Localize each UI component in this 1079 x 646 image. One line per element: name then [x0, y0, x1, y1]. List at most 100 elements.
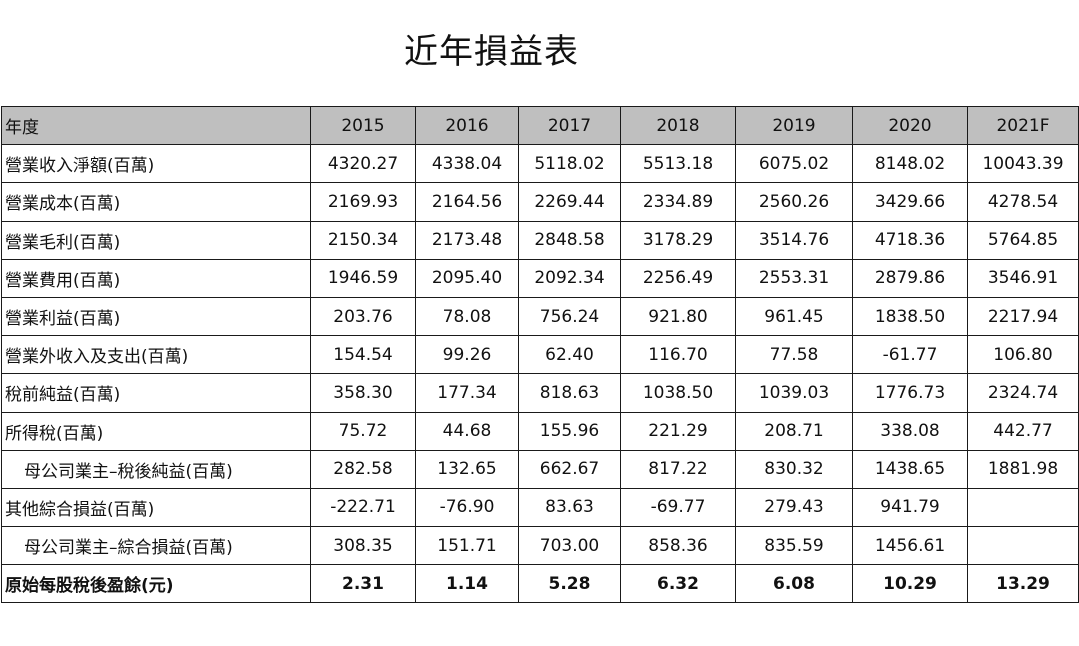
table-row: 其他綜合損益(百萬) -222.71 -76.90 83.63 -69.77 2… — [1, 487, 1079, 528]
table-cell: 817.22 — [620, 449, 736, 489]
table-cell: 1946.59 — [310, 258, 416, 298]
table-cell: 2092.34 — [518, 258, 621, 298]
table-cell: 4338.04 — [415, 144, 519, 184]
table-cell: 83.63 — [518, 487, 621, 528]
table-cell: 2169.93 — [310, 182, 416, 222]
table-row: 營業利益(百萬) 203.76 78.08 756.24 921.80 961.… — [1, 296, 1079, 337]
table-cell: 756.24 — [518, 296, 621, 337]
table-row: 母公司業主–稅後純益(百萬) 282.58 132.65 662.67 817.… — [1, 449, 1079, 489]
column-header-2015: 2015 — [310, 105, 416, 146]
table-cell: 8148.02 — [852, 144, 968, 184]
table-cell: 1881.98 — [967, 449, 1079, 489]
row-label: 營業成本(百萬) — [1, 182, 311, 222]
table-cell: 4320.27 — [310, 144, 416, 184]
table-cell: 6.32 — [620, 564, 736, 604]
table-cell: 99.26 — [415, 335, 519, 375]
table-cell: 1456.61 — [852, 526, 968, 566]
table-row: 營業收入淨額(百萬) 4320.27 4338.04 5118.02 5513.… — [1, 144, 1079, 184]
table-cell: 703.00 — [518, 526, 621, 566]
table-cell: 5764.85 — [967, 220, 1079, 260]
table-cell: 961.45 — [735, 296, 853, 337]
table-cell: -222.71 — [310, 487, 416, 528]
table-cell: 3514.76 — [735, 220, 853, 260]
column-header-2017: 2017 — [518, 105, 621, 146]
column-header-2018: 2018 — [620, 105, 736, 146]
row-label: 稅前純益(百萬) — [1, 373, 311, 413]
table-cell: 279.43 — [735, 487, 853, 528]
column-header-2020: 2020 — [852, 105, 968, 146]
table-cell: 75.72 — [310, 411, 416, 451]
table-cell: 3178.29 — [620, 220, 736, 260]
table-cell: 10043.39 — [967, 144, 1079, 184]
row-label: 其他綜合損益(百萬) — [1, 487, 311, 528]
table-cell — [967, 487, 1079, 528]
table-cell: 1039.03 — [735, 373, 853, 413]
row-label: 所得稅(百萬) — [1, 411, 311, 451]
table-cell: 2173.48 — [415, 220, 519, 260]
table-cell: 62.40 — [518, 335, 621, 375]
table-cell: 10.29 — [852, 564, 968, 604]
income-statement-table: 年度 2015 2016 2017 2018 2019 2020 2021F 營… — [1, 105, 1079, 604]
table-cell: 2334.89 — [620, 182, 736, 222]
table-cell: 106.80 — [967, 335, 1079, 375]
table-row: 營業費用(百萬) 1946.59 2095.40 2092.34 2256.49… — [1, 258, 1079, 298]
table-cell: 1838.50 — [852, 296, 968, 337]
table-cell: 2560.26 — [735, 182, 853, 222]
table-cell: 921.80 — [620, 296, 736, 337]
table-header-row: 年度 2015 2016 2017 2018 2019 2020 2021F — [1, 105, 1079, 146]
table-cell: 6.08 — [735, 564, 853, 604]
table-cell: -61.77 — [852, 335, 968, 375]
table-cell: 78.08 — [415, 296, 519, 337]
table-cell: 338.08 — [852, 411, 968, 451]
table-cell: 282.58 — [310, 449, 416, 489]
table-cell: 151.71 — [415, 526, 519, 566]
table-cell: 1038.50 — [620, 373, 736, 413]
table-cell: 2150.34 — [310, 220, 416, 260]
table-cell: -76.90 — [415, 487, 519, 528]
table-row: 營業外收入及支出(百萬) 154.54 99.26 62.40 116.70 7… — [1, 335, 1079, 375]
table-cell: 2324.74 — [967, 373, 1079, 413]
table-cell: 13.29 — [967, 564, 1079, 604]
table-cell: 221.29 — [620, 411, 736, 451]
row-label: 營業利益(百萬) — [1, 296, 311, 337]
table-cell: 835.59 — [735, 526, 853, 566]
table-cell: 44.68 — [415, 411, 519, 451]
column-header-2019: 2019 — [735, 105, 853, 146]
table-row: 營業毛利(百萬) 2150.34 2173.48 2848.58 3178.29… — [1, 220, 1079, 260]
row-label: 營業費用(百萬) — [1, 258, 311, 298]
table-cell: 4718.36 — [852, 220, 968, 260]
column-header-2016: 2016 — [415, 105, 519, 146]
table-cell: 6075.02 — [735, 144, 853, 184]
table-cell: 77.58 — [735, 335, 853, 375]
table-row: 所得稅(百萬) 75.72 44.68 155.96 221.29 208.71… — [1, 411, 1079, 451]
table-cell: 154.54 — [310, 335, 416, 375]
table-cell: 2164.56 — [415, 182, 519, 222]
page-title: 近年損益表 — [404, 32, 579, 72]
table-cell: 203.76 — [310, 296, 416, 337]
row-label: 母公司業主–稅後純益(百萬) — [1, 449, 311, 489]
row-label: 營業毛利(百萬) — [1, 220, 311, 260]
table-cell: 2848.58 — [518, 220, 621, 260]
table-cell: 5.28 — [518, 564, 621, 604]
table-cell: 818.63 — [518, 373, 621, 413]
table-cell: 1438.65 — [852, 449, 968, 489]
table-cell: 4278.54 — [967, 182, 1079, 222]
table-row: 母公司業主–綜合損益(百萬) 308.35 151.71 703.00 858.… — [1, 526, 1079, 566]
table-cell: 2256.49 — [620, 258, 736, 298]
table-cell: 830.32 — [735, 449, 853, 489]
table-cell: 155.96 — [518, 411, 621, 451]
table-cell: 132.65 — [415, 449, 519, 489]
table-cell: -69.77 — [620, 487, 736, 528]
table-cell: 1776.73 — [852, 373, 968, 413]
row-label: 營業收入淨額(百萬) — [1, 144, 311, 184]
row-label: 營業外收入及支出(百萬) — [1, 335, 311, 375]
table-row: 稅前純益(百萬) 358.30 177.34 818.63 1038.50 10… — [1, 373, 1079, 413]
table-cell: 2095.40 — [415, 258, 519, 298]
row-label: 母公司業主–綜合損益(百萬) — [1, 526, 311, 566]
table-cell: 308.35 — [310, 526, 416, 566]
table-cell: 3429.66 — [852, 182, 968, 222]
table-cell: 5513.18 — [620, 144, 736, 184]
table-cell: 662.67 — [518, 449, 621, 489]
table-cell: 2879.86 — [852, 258, 968, 298]
column-header-2021f: 2021F — [967, 105, 1079, 146]
